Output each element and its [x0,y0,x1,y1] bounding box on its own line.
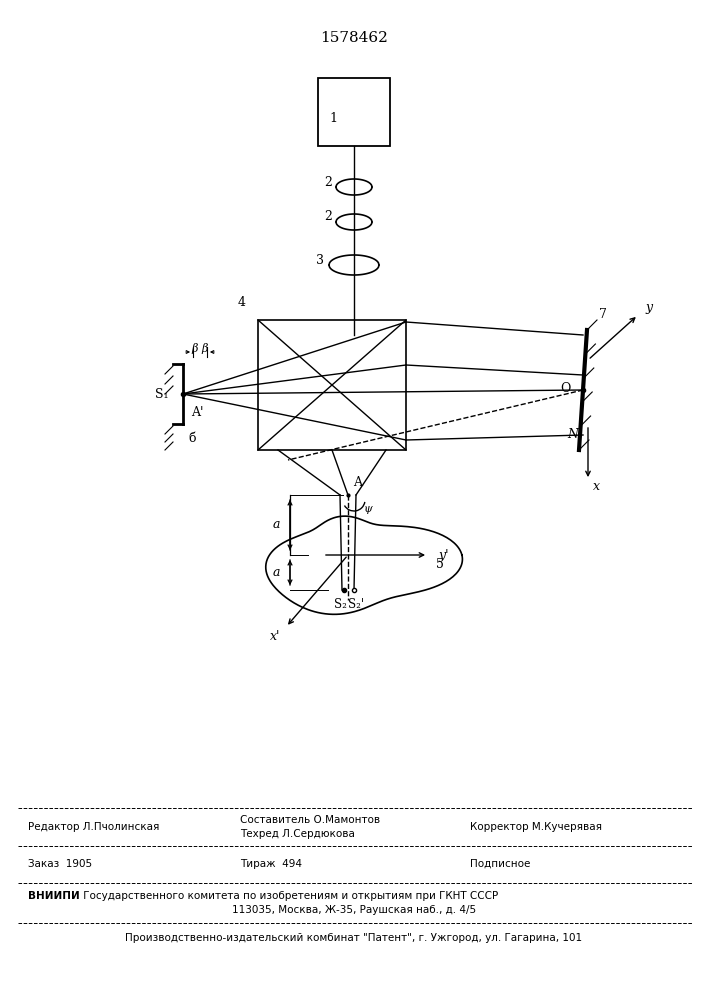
Text: β: β [192,342,198,354]
Text: Редактор Л.Пчолинская: Редактор Л.Пчолинская [28,822,159,832]
Text: N: N [567,428,578,442]
Text: x: x [593,480,600,492]
Bar [258,320,406,450]
Text: y': y' [438,548,448,562]
Text: Составитель О.Мамонтов: Составитель О.Мамонтов [240,815,380,825]
Text: S₁: S₁ [156,387,169,400]
Text: Тираж  494: Тираж 494 [240,859,302,869]
Text: Техред Л.Сердюкова: Техред Л.Сердюкова [240,829,355,839]
Text: Подписное: Подписное [470,859,530,869]
Text: б: б [188,432,196,446]
Text: S₂': S₂' [348,597,364,610]
Text: x': x' [269,631,280,644]
Text: S₂: S₂ [334,597,346,610]
Text: A: A [353,477,362,489]
Text: a: a [272,566,280,579]
Text: ψ: ψ [363,504,373,514]
Bar [318,78,390,146]
Text: 3: 3 [316,253,324,266]
Text: O: O [561,381,571,394]
Text: A': A' [191,406,204,418]
Text: Корректор М.Кучерявая: Корректор М.Кучерявая [470,822,602,832]
Text: 1578462: 1578462 [320,31,388,45]
Text: 1: 1 [329,111,337,124]
Text: 5: 5 [436,558,444,572]
Text: ВНИИПИ: ВНИИПИ [28,891,80,901]
Text: y: y [645,302,652,314]
Text: Производственно-издательский комбинат "Патент", г. Ужгород, ул. Гагарина, 101: Производственно-издательский комбинат "П… [125,933,583,943]
Text: β: β [201,342,208,354]
Text: 7: 7 [599,308,607,322]
Text: a: a [272,518,280,532]
Text: 2: 2 [324,176,332,188]
Text: 113035, Москва, Ж-35, Раушская наб., д. 4/5: 113035, Москва, Ж-35, Раушская наб., д. … [232,905,476,915]
Text: Государственного комитета по изобретениям и открытиям при ГКНТ СССР: Государственного комитета по изобретения… [80,891,498,901]
Text: 4: 4 [238,296,246,308]
Text: Заказ  1905: Заказ 1905 [28,859,92,869]
Text: 2: 2 [324,211,332,224]
